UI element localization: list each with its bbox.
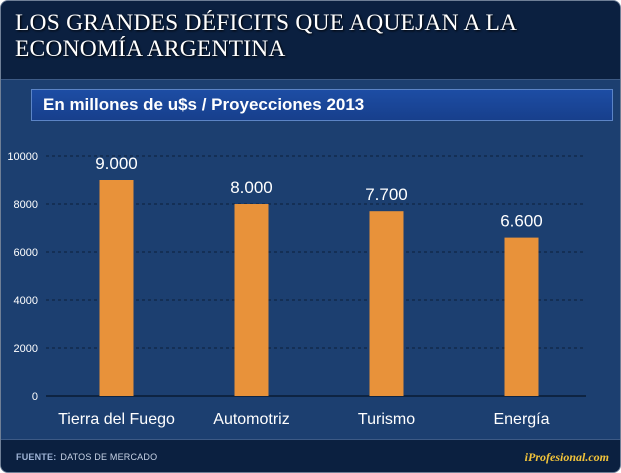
bar [369, 211, 404, 396]
brand-logo: iProfesional.com [524, 450, 609, 464]
source-text: DATOS DE MERCADO [60, 452, 158, 462]
y-tick-label: 0 [32, 391, 38, 403]
y-tick-label: 2000 [14, 343, 38, 355]
y-tick-label: 10000 [7, 151, 38, 163]
y-tick-label: 4000 [14, 295, 38, 307]
bar [99, 180, 134, 396]
x-tick-label: Turismo [358, 411, 415, 428]
x-tick-label: Tierra del Fuego [58, 411, 175, 428]
chart-title: LOS GRANDES DÉFICITS QUE AQUEJAN A LA EC… [15, 10, 516, 62]
x-tick-label: Energía [493, 411, 549, 428]
source-label: FUENTE: [16, 452, 57, 462]
bar-chart: 0 2000 4000 6000 8000 10000 9.000 Tierra del Fu… [7, 151, 586, 428]
bar [234, 204, 269, 396]
x-tick-label: Automotriz [213, 411, 289, 428]
y-tick-label: 8000 [14, 199, 38, 211]
data-label: 7.700 [365, 185, 408, 204]
subtitle-bar: En millones de u$s / Proyecciones 2013 [31, 89, 613, 121]
header: LOS GRANDES DÉFICITS QUE AQUEJAN A LA EC… [1, 1, 620, 80]
source-note: FUENTE: DATOS DE MERCADO [16, 452, 157, 462]
data-label: 6.600 [500, 212, 543, 231]
footer: FUENTE: DATOS DE MERCADO iProfesional.com [1, 439, 620, 472]
y-tick-label: 6000 [14, 247, 38, 259]
data-label: 8.000 [230, 178, 273, 197]
bar [504, 237, 539, 396]
data-label: 9.000 [95, 154, 138, 173]
chart-subtitle: En millones de u$s / Proyecciones 2013 [43, 95, 365, 114]
